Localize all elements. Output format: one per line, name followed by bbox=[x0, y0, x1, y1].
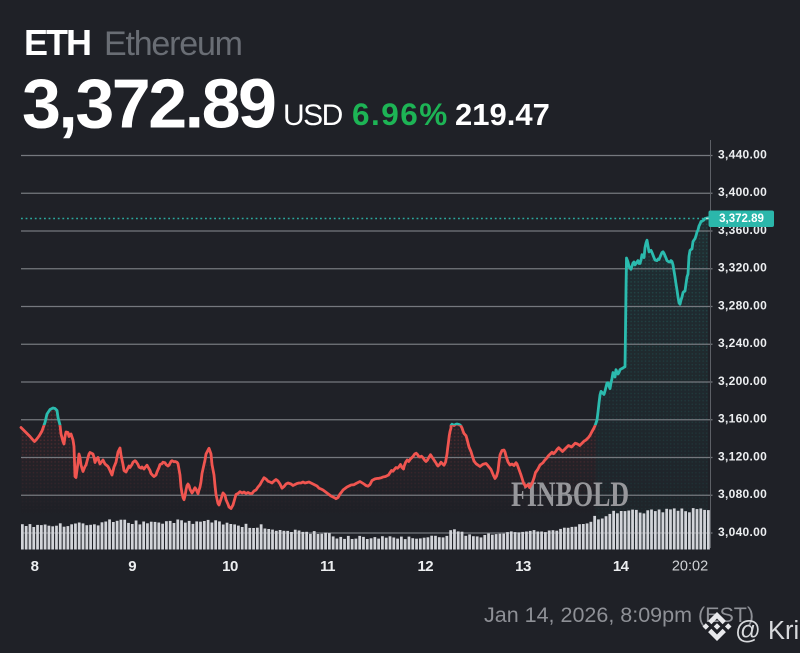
svg-text:3,160.00: 3,160.00 bbox=[718, 412, 767, 426]
svg-text:6.96%: 6.96% bbox=[352, 96, 449, 132]
svg-text:14: 14 bbox=[613, 558, 630, 575]
svg-text:FINBOLD: FINBOLD bbox=[511, 474, 629, 514]
svg-text:12: 12 bbox=[417, 558, 433, 575]
svg-text:USD: USD bbox=[283, 99, 343, 132]
svg-text:219.47: 219.47 bbox=[455, 97, 550, 132]
svg-text:8: 8 bbox=[31, 558, 39, 575]
svg-text:3,372.89: 3,372.89 bbox=[719, 213, 764, 225]
svg-text:3,440.00: 3,440.00 bbox=[718, 147, 767, 161]
svg-text:ETH: ETH bbox=[24, 22, 90, 63]
svg-text:10: 10 bbox=[222, 558, 238, 575]
svg-text:3,120.00: 3,120.00 bbox=[718, 449, 767, 463]
svg-text:@ Kri: @ Kri bbox=[735, 617, 799, 645]
svg-text:3,320.00: 3,320.00 bbox=[718, 261, 767, 275]
svg-text:3,080.00: 3,080.00 bbox=[718, 487, 767, 501]
svg-text:3,200.00: 3,200.00 bbox=[718, 374, 767, 388]
svg-text:13: 13 bbox=[515, 558, 531, 575]
svg-text:3,040.00: 3,040.00 bbox=[718, 525, 767, 539]
svg-text:3,240.00: 3,240.00 bbox=[718, 336, 767, 350]
svg-text:20:02: 20:02 bbox=[672, 559, 708, 575]
svg-text:11: 11 bbox=[320, 558, 335, 575]
svg-text:3,400.00: 3,400.00 bbox=[718, 185, 767, 199]
svg-text:Ethereum: Ethereum bbox=[104, 25, 242, 63]
svg-text:9: 9 bbox=[128, 558, 136, 575]
svg-text:3,372.89: 3,372.89 bbox=[22, 65, 275, 143]
svg-text:Jan 14, 2026, 8:09pm (EST): Jan 14, 2026, 8:09pm (EST) bbox=[484, 603, 754, 627]
svg-text:3,280.00: 3,280.00 bbox=[718, 298, 767, 312]
